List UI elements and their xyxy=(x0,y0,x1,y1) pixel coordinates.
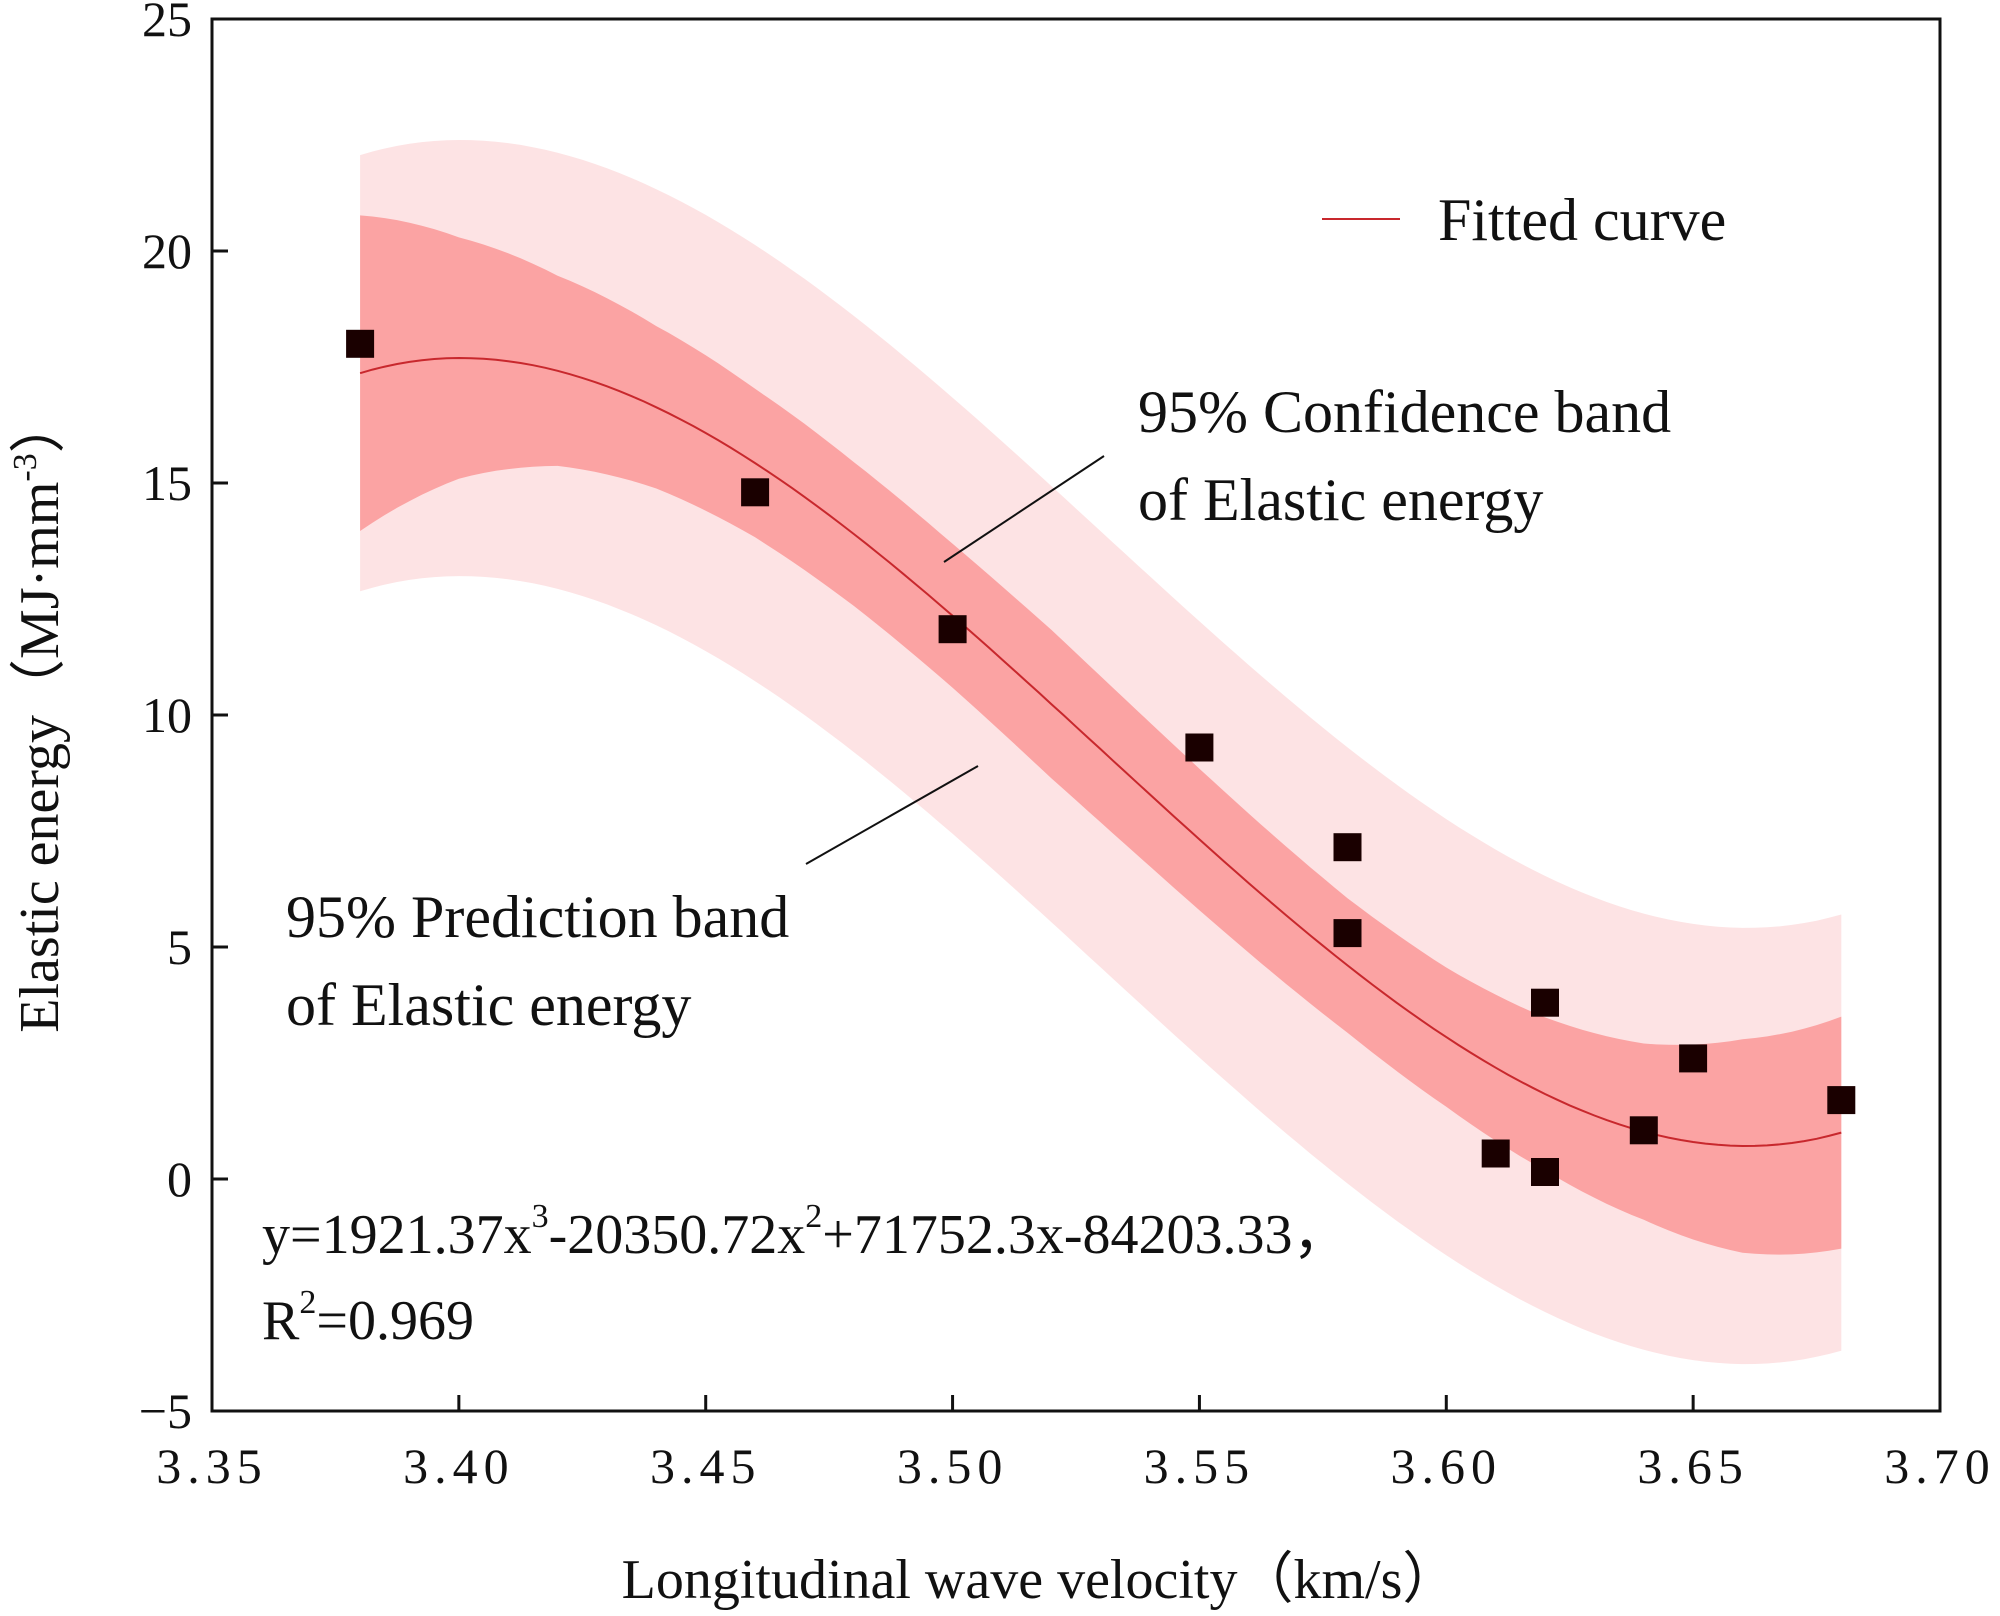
x-axis-title: Longitudinal wave velocity（km/s） xyxy=(622,1549,1459,1611)
data-point-8 xyxy=(1531,988,1559,1017)
data-point-12 xyxy=(1827,1086,1856,1115)
data-point-4 xyxy=(1185,733,1214,762)
equation-annotation: y=1921.37x3-20350.72x2+71752.3x-84203.33… xyxy=(262,1198,1348,1352)
y-axis-ticks: −5 0 5 10 15 20 25 xyxy=(139,0,228,1439)
r-squared: R2=0.969 xyxy=(262,1284,474,1352)
y-tick-label-2: 5 xyxy=(167,919,192,975)
x-tick-label-6: 3.65 xyxy=(1637,1438,1749,1494)
x-tick-label-7: 3.70 xyxy=(1884,1438,1996,1494)
prediction-label-line1: 95% Prediction band xyxy=(286,884,789,950)
y-tick-label-0: −5 xyxy=(139,1383,192,1439)
y-axis-title-main: Elastic energy（MJ·mm xyxy=(9,482,71,1033)
confidence-band xyxy=(360,215,1842,1255)
confidence-leader-line xyxy=(943,455,1105,563)
r-value: =0.969 xyxy=(316,1290,474,1352)
data-point-3 xyxy=(938,615,967,644)
y-tick-label-4: 15 xyxy=(142,455,192,511)
legend: Fitted curve xyxy=(1322,187,1726,253)
y-tick-label-3: 10 xyxy=(142,687,192,743)
data-point-10 xyxy=(1629,1116,1658,1145)
confidence-annotation: 95% Confidence band of Elastic energy xyxy=(943,379,1671,563)
eq-part1: y=1921.37x xyxy=(262,1204,532,1266)
x-tick-label-2: 3.45 xyxy=(650,1438,762,1494)
eq-part2: -20350.72x xyxy=(549,1204,806,1266)
y-tick-label-1: 0 xyxy=(167,1151,192,1207)
data-point-2 xyxy=(741,478,770,507)
fit-equation: y=1921.37x3-20350.72x2+71752.3x-84203.33… xyxy=(262,1198,1348,1266)
x-tick-label-3: 3.50 xyxy=(897,1438,1009,1494)
data-point-11 xyxy=(1679,1044,1708,1073)
data-point-6 xyxy=(1333,919,1362,948)
data-point-1 xyxy=(346,329,375,358)
y-tick-label-5: 20 xyxy=(142,223,192,279)
bands-layer xyxy=(360,140,1842,1365)
x-tick-label-0: 3.35 xyxy=(156,1438,268,1494)
y-tick-label-6: 25 xyxy=(142,0,192,47)
confidence-label-line2: of Elastic energy xyxy=(1138,467,1543,533)
prediction-leader-line xyxy=(805,765,979,865)
x-tick-label-4: 3.55 xyxy=(1144,1438,1256,1494)
prediction-label-line2: of Elastic energy xyxy=(286,972,691,1038)
data-point-5 xyxy=(1333,833,1362,862)
y-axis-title: Elastic energy（MJ·mm-3） xyxy=(7,397,71,1032)
fitted-curve-line xyxy=(359,356,1842,1148)
prediction-annotation: 95% Prediction band of Elastic energy xyxy=(286,765,979,1038)
r-prefix: R xyxy=(262,1290,300,1352)
confidence-label-line1: 95% Confidence band xyxy=(1138,379,1671,445)
eq-sup2: 2 xyxy=(805,1198,822,1235)
data-point-9 xyxy=(1531,1158,1559,1186)
r-sup: 2 xyxy=(299,1284,316,1321)
x-axis-ticks: 3.35 3.40 3.45 3.50 3.55 3.60 3.65 3.70 xyxy=(156,1395,1996,1494)
x-tick-label-5: 3.60 xyxy=(1391,1438,1503,1494)
eq-sup1: 3 xyxy=(532,1198,549,1235)
eq-comma: ， xyxy=(1292,1204,1348,1266)
x-tick-label-1: 3.40 xyxy=(403,1438,515,1494)
data-points xyxy=(346,329,1856,1186)
y-axis-title-close: ） xyxy=(9,397,71,453)
data-point-7 xyxy=(1481,1139,1510,1168)
legend-label-fitted-curve: Fitted curve xyxy=(1438,187,1726,253)
eq-part3: +71752.3x-84203.33 xyxy=(822,1204,1292,1266)
y-axis-title-sup: -3 xyxy=(7,453,44,481)
